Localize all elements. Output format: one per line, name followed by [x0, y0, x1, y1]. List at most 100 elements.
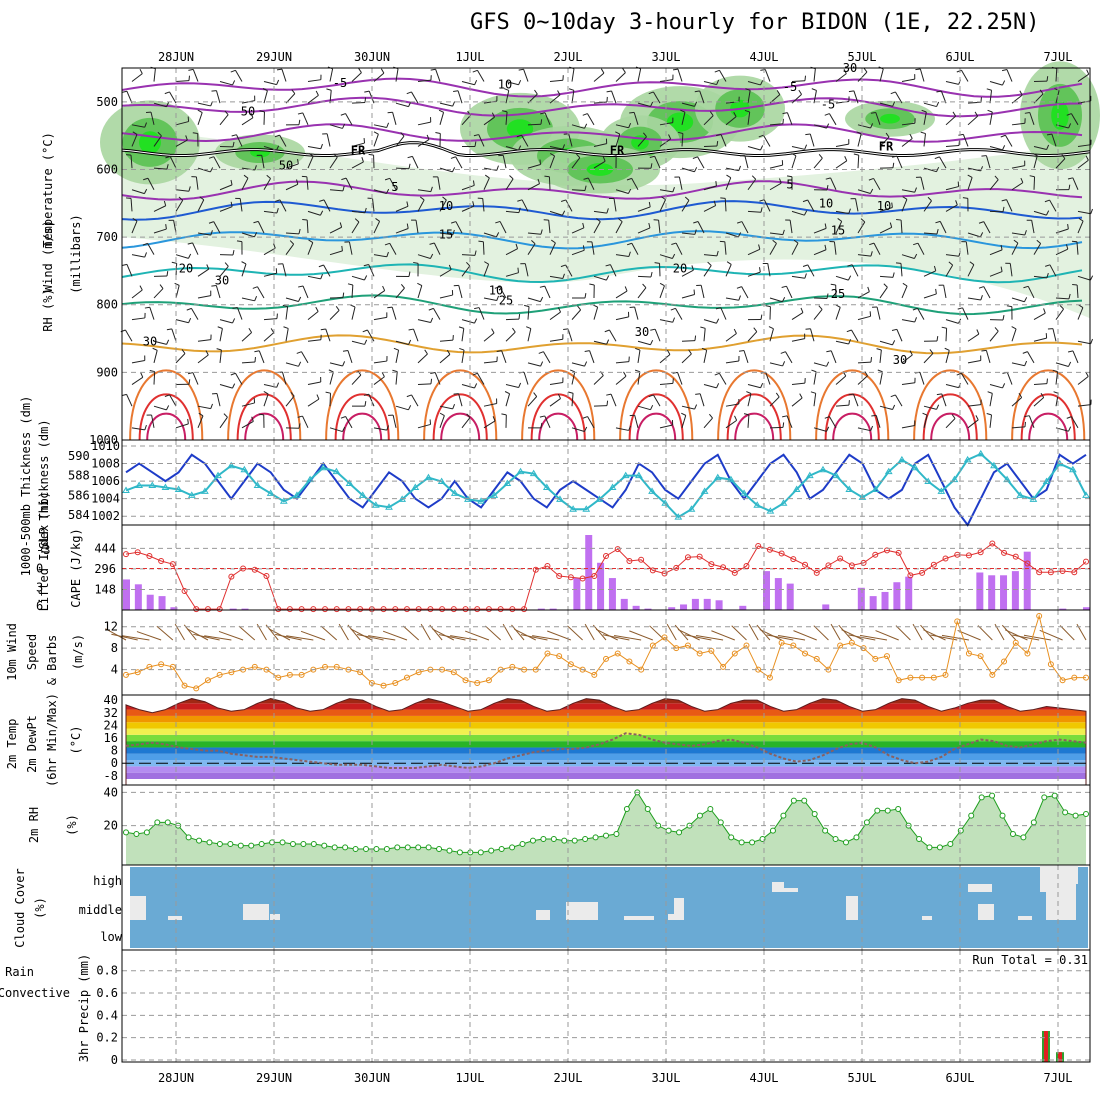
wind-barb-flag — [408, 328, 414, 331]
wind-barb — [764, 69, 771, 82]
wind-barb-flag — [298, 423, 301, 429]
wind-barb — [261, 155, 265, 169]
wind-barb-flag — [1001, 199, 1007, 202]
wind-barb-flag — [231, 134, 237, 137]
wind-barb-flag — [524, 304, 530, 308]
wind-barb-flag — [551, 239, 556, 244]
wind-barb — [961, 373, 969, 385]
wind-barb — [219, 114, 229, 126]
wind-barb-10m — [514, 628, 536, 641]
low-level-contour — [1011, 369, 1086, 441]
wind-barb-10m — [766, 634, 794, 641]
precip-tick: 0.4 — [96, 1008, 118, 1022]
wind-barb-flag — [1039, 89, 1044, 95]
thickness-point — [450, 489, 459, 496]
cape-tick: 444 — [94, 541, 116, 555]
contour-label: 10 — [439, 199, 453, 213]
wind-barb-flag — [824, 223, 827, 229]
wind-barb-flag — [870, 188, 874, 194]
wind-barb — [747, 248, 761, 256]
wind-barb — [263, 247, 276, 256]
wind-barb — [1055, 371, 1059, 385]
li-point — [837, 555, 844, 562]
wind-barb-flag — [509, 175, 514, 180]
wind-barb-flag — [382, 285, 386, 291]
wind-barb-flag — [254, 357, 256, 363]
wind-barb-flag — [540, 119, 543, 125]
wind-barb-flag — [408, 163, 411, 169]
wind-barb — [307, 275, 321, 280]
wind-barb-flag — [856, 131, 862, 135]
wind-barb-flag — [276, 79, 280, 85]
cloud-block — [978, 904, 994, 920]
wind-barb — [857, 254, 871, 257]
wind-barb-flag — [450, 156, 456, 159]
li-point — [1047, 569, 1054, 576]
wind-barb-flag — [407, 155, 413, 159]
wind-speed-point — [907, 674, 914, 681]
wind-barb — [1049, 199, 1057, 212]
wind-barb — [923, 405, 937, 410]
wind-barb-flag — [920, 131, 926, 135]
grid-lines — [122, 68, 1090, 1062]
wind-barb-flag — [582, 245, 585, 251]
wind-barb-flag — [139, 68, 143, 74]
wind-barb — [263, 90, 268, 104]
contour-label: -5 — [333, 76, 347, 90]
wind-barb — [483, 263, 490, 277]
wind-barb — [923, 111, 927, 125]
thickness-tick: 588 — [68, 469, 90, 483]
wind-barb — [197, 199, 205, 212]
wind-speed-point — [286, 671, 293, 678]
wind-barb-flag — [544, 175, 550, 178]
wind-barb — [307, 339, 321, 342]
wind-barb-flag — [473, 134, 479, 137]
wind-barb — [373, 189, 387, 195]
wind-barb — [175, 80, 190, 83]
wind-barb-flag — [848, 339, 852, 345]
wind-barb — [747, 393, 752, 407]
li-point — [825, 562, 832, 569]
wind-barb-flag — [892, 272, 895, 278]
wind-barb-flag — [860, 218, 866, 223]
wind-barb — [857, 375, 868, 385]
wind-barb-flag — [254, 295, 258, 301]
wind-barb-flag — [604, 329, 610, 333]
wind-barb-flag — [211, 90, 217, 92]
low-level-contour — [1020, 393, 1076, 441]
wind-barb-flag — [892, 162, 895, 168]
wind-barb-flag — [171, 261, 177, 264]
wind-barb — [923, 415, 928, 428]
li-point — [532, 566, 539, 573]
wind-speed-point — [626, 658, 633, 665]
wind-barb — [835, 404, 849, 407]
wind-barb — [615, 124, 629, 129]
wind-barb — [1055, 308, 1064, 320]
wind-barb — [857, 133, 862, 147]
wind-barb-flag — [584, 123, 588, 129]
wind-barb-flag — [826, 123, 830, 129]
wind-barb-flag — [364, 207, 367, 213]
wind-barb-flag — [811, 369, 817, 373]
wind-barb — [439, 269, 452, 277]
wind-barb-flag — [319, 199, 325, 202]
wind-barb — [549, 311, 561, 321]
wind-barb-flag — [780, 351, 786, 354]
wind-barb — [725, 419, 737, 429]
wind-barb — [151, 414, 155, 428]
wind-barb — [219, 328, 223, 342]
wind-barb-flag — [262, 88, 268, 92]
cloud-block — [846, 896, 858, 920]
wind-barb-flag — [568, 391, 574, 394]
date-tick-top: 30JUN — [354, 50, 390, 64]
wind-barb — [703, 417, 713, 429]
wind-barb-flag — [987, 109, 993, 113]
low-level-contour — [717, 369, 792, 441]
cape-bar — [241, 608, 249, 610]
wind-barb — [373, 427, 387, 431]
wind-barb-flag — [561, 210, 566, 216]
wind-barb-flag — [672, 187, 675, 193]
low-level-contour — [432, 393, 488, 441]
wind-barb — [725, 116, 737, 126]
isotherm — [121, 294, 1083, 316]
